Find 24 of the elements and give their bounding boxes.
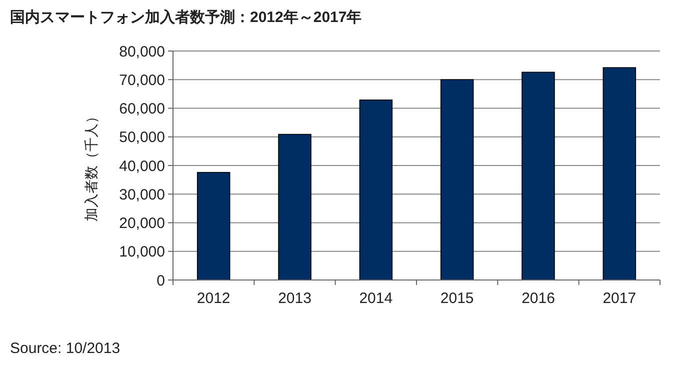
x-tick-label: 2012 bbox=[196, 290, 230, 307]
bar bbox=[440, 79, 474, 280]
bar bbox=[196, 172, 230, 280]
y-tick-label: 0 bbox=[156, 272, 165, 290]
y-tick-label: 20,000 bbox=[119, 215, 165, 232]
y-tick-label: 10,000 bbox=[119, 244, 165, 261]
bar bbox=[359, 100, 393, 280]
x-tick-label: 2015 bbox=[440, 290, 474, 307]
y-tick-label: 70,000 bbox=[119, 72, 165, 89]
source-note: Source: 10/2013 bbox=[10, 340, 120, 357]
chart-title: 国内スマートフォン加入者数予測：2012年～2017年 bbox=[10, 9, 362, 26]
x-tick-label: 2013 bbox=[278, 290, 312, 307]
x-tick-label: 2014 bbox=[359, 290, 393, 307]
x-tick-label: 2016 bbox=[522, 290, 555, 307]
y-tick-label: 50,000 bbox=[119, 129, 165, 146]
bar bbox=[278, 134, 312, 280]
x-tick-label: 2017 bbox=[602, 290, 636, 307]
y-tick-label: 40,000 bbox=[119, 158, 165, 175]
y-tick-label: 60,000 bbox=[119, 100, 165, 118]
bar bbox=[522, 72, 555, 280]
y-axis-title: 加入者数（千人） bbox=[83, 110, 99, 222]
y-tick-label: 80,000 bbox=[119, 43, 165, 60]
y-tick-label: 30,000 bbox=[119, 186, 165, 204]
bar bbox=[602, 67, 636, 280]
